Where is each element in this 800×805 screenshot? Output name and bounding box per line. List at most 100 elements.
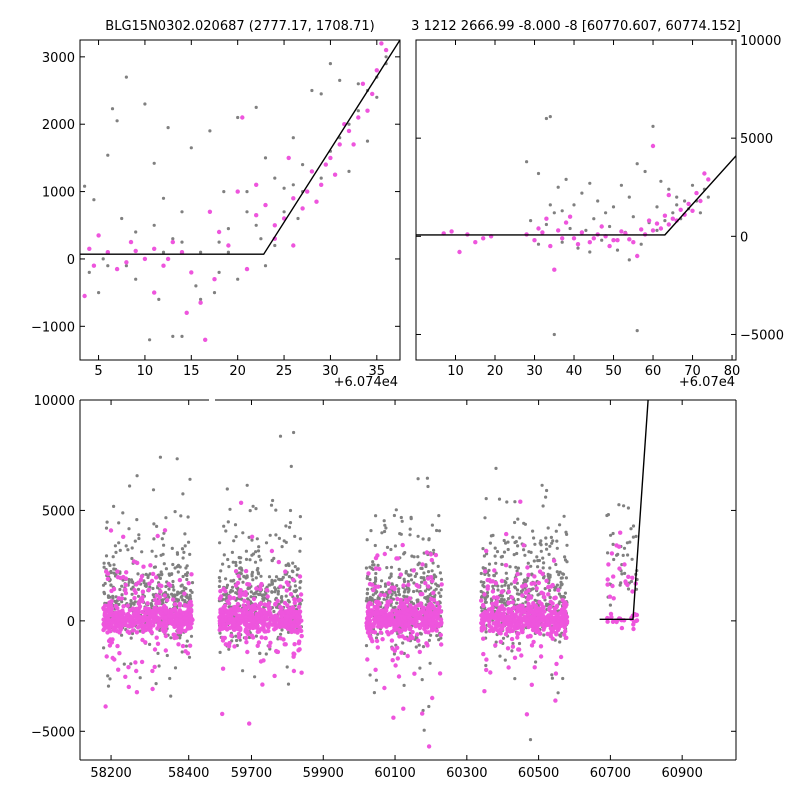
bottom-gray-point-1706 — [621, 553, 625, 558]
bottom-gray-point-227 — [190, 581, 195, 585]
bottom-magenta-point-1447 — [426, 584, 431, 589]
bottom-gray-point-1638 — [539, 543, 543, 547]
bottom-gray-point-605 — [286, 630, 291, 635]
top-right-gray-point-36 — [600, 238, 604, 242]
bottom-magenta-point-451 — [186, 625, 192, 631]
bottom-magenta-point-2009 — [492, 614, 498, 620]
top-right-xtick-label-5: 60 — [645, 364, 662, 379]
bottom-magenta-point-1954 — [541, 591, 546, 596]
bottom-magenta-point-806 — [268, 640, 273, 645]
top-left-gray-point-14 — [245, 190, 249, 194]
top-left-gray-point-47 — [226, 227, 230, 231]
bottom-magenta-point-1024 — [221, 621, 226, 627]
bottom-magenta-point-1493 — [370, 639, 375, 644]
top-left-gray-point-50 — [263, 264, 268, 268]
bottom-gray-point-807 — [255, 537, 259, 541]
bottom-gray-point-119 — [137, 533, 141, 537]
bottom-magenta-point-2027 — [483, 569, 488, 574]
bottom-magenta-point-353 — [155, 641, 161, 646]
bottom-gray-point-1432 — [561, 676, 565, 681]
bottom-magenta-point-1537 — [402, 615, 407, 621]
top-right-magenta-point-2 — [457, 249, 462, 255]
top-left-magenta-point-15 — [207, 209, 213, 214]
bottom-magenta-point-377 — [107, 643, 113, 648]
top-left-gray-point-11 — [208, 129, 212, 133]
top-right-title: 3 1212 2666.99 -8.000 -8 [60770.607, 607… — [411, 19, 741, 34]
bottom-gray-point-424 — [276, 592, 280, 596]
bottom-magenta-point-100 — [123, 582, 128, 588]
bottom-gray-point-1527 — [503, 583, 507, 587]
bottom-magenta-point-254 — [115, 569, 120, 574]
bottom-magenta-point-839 — [291, 605, 296, 611]
bottom-magenta-point-458 — [132, 595, 137, 601]
bottom-magenta-point-2106 — [634, 612, 640, 618]
bottom-gray-point-476 — [233, 523, 238, 527]
bottom-gray-point-286 — [162, 543, 166, 547]
bottom-magenta-point-991 — [231, 619, 236, 624]
bottom-magenta-point-660 — [222, 603, 228, 609]
bottom-gray-point-51 — [164, 516, 168, 520]
bottom-magenta-point-1487 — [377, 566, 382, 572]
bottom-magenta-point-500 — [106, 625, 112, 630]
bottom-gray-point-1235 — [420, 576, 424, 580]
bottom-gray-point-410 — [153, 565, 157, 569]
bottom-magenta-point-944 — [286, 582, 291, 587]
bottom-gray-point-724 — [284, 540, 288, 545]
bottom-magenta-point-1030 — [220, 618, 225, 623]
bottom-magenta-point-1009 — [253, 602, 258, 607]
bottom-xtick-label-2: 59700 — [231, 766, 272, 781]
bottom-gray-point-1396 — [555, 583, 560, 587]
bottom-magenta-point-515 — [129, 616, 134, 621]
top-right-gray-point-52 — [627, 258, 631, 262]
bottom-gray-point-1222 — [423, 589, 428, 593]
bottom-magenta-point-1428 — [405, 599, 410, 604]
bottom-gray-point-692 — [298, 586, 302, 590]
bottom-magenta-point-1029 — [292, 651, 297, 657]
bottom-magenta-point-503 — [103, 704, 108, 709]
bottom-gray-point-1197 — [408, 533, 412, 537]
bottom-gray-point-1493 — [487, 562, 492, 566]
bottom-gray-point-1565 — [528, 738, 533, 742]
top-left-magenta-point-10 — [161, 263, 166, 268]
bottom-gray-point-763 — [279, 600, 283, 604]
bottom-gray-point-579 — [224, 529, 228, 533]
bottom-gray-point-1229 — [412, 555, 416, 559]
bottom-magenta-point-379 — [187, 643, 193, 648]
bottom-gray-point-124 — [106, 684, 111, 688]
bottom-magenta-point-772 — [281, 637, 286, 642]
bottom-magenta-point-1502 — [365, 617, 370, 623]
bottom-magenta-point-2075 — [518, 616, 524, 622]
bottom-gray-point-1701 — [626, 587, 631, 591]
bottom-magenta-point-1822 — [494, 595, 500, 600]
bottom-gray-point-1423 — [523, 553, 527, 557]
bottom-gray-point-677 — [280, 628, 284, 632]
top-right-magenta-point-19 — [611, 238, 616, 243]
top-left-model-line — [80, 40, 400, 255]
top-right-magenta-point-40 — [607, 243, 612, 249]
bottom-magenta-point-228 — [119, 596, 125, 601]
bottom-magenta-point-432 — [114, 613, 119, 619]
bottom-gray-point-933 — [400, 519, 404, 523]
top-right-gray-point-7 — [564, 177, 568, 181]
bottom-gray-point-1571 — [493, 554, 497, 558]
top-right-gray-point-22 — [683, 199, 687, 203]
bottom-gray-point-1692 — [629, 527, 633, 531]
bottom-gray-point-987 — [371, 560, 375, 564]
bottom-gray-point-1117 — [419, 632, 423, 636]
bottom-gray-point-515 — [247, 535, 251, 540]
bottom-gray-point-806 — [221, 597, 225, 601]
bottom-gray-point-148 — [108, 677, 112, 681]
bottom-magenta-point-995 — [296, 641, 302, 646]
bottom-gray-point-1220 — [383, 529, 387, 534]
bottom-magenta-point-997 — [284, 614, 290, 619]
bottom-magenta-point-1509 — [429, 621, 435, 626]
bottom-gray-point-1520 — [554, 562, 558, 567]
bottom-gray-point-1125 — [426, 484, 430, 489]
bottom-magenta-point-1333 — [420, 711, 425, 716]
bottom-magenta-point-374 — [141, 564, 146, 569]
top-right-magenta-point-4 — [473, 240, 478, 245]
bottom-gray-point-1089 — [422, 578, 426, 582]
bottom-magenta-point-1680 — [484, 657, 489, 662]
bottom-magenta-point-426 — [178, 609, 183, 614]
bottom-magenta-point-1541 — [398, 597, 403, 603]
